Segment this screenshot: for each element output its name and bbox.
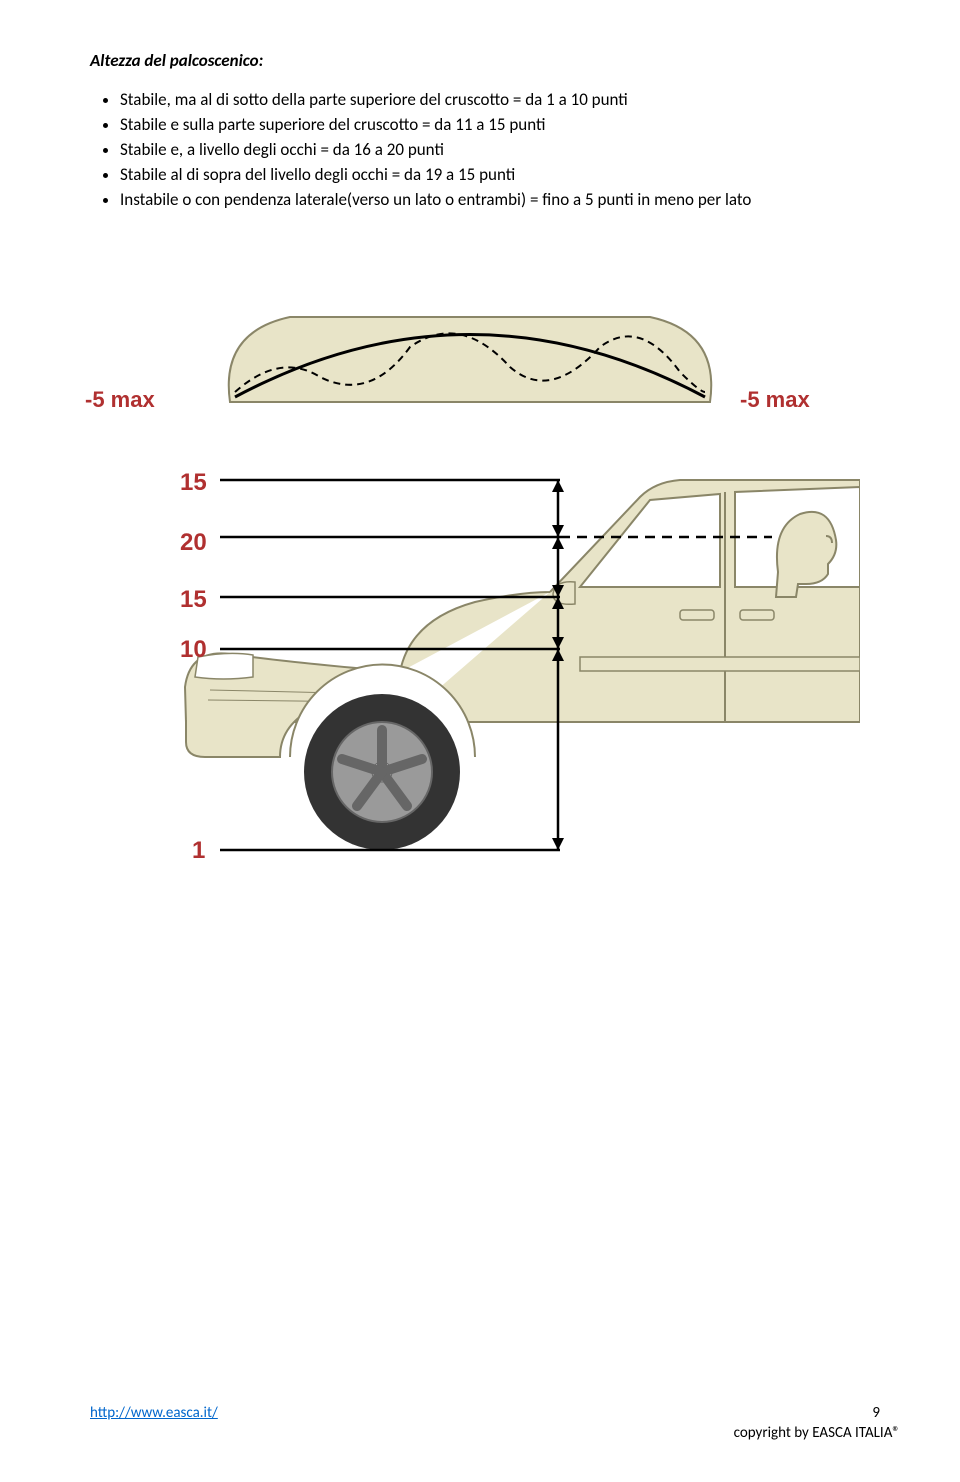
level-label: 15 [180, 469, 207, 496]
car-diagram: -5 max -5 max [80, 292, 840, 937]
level-label: 20 [180, 529, 207, 556]
list-item: Instabile o con pendenza laterale(verso … [120, 189, 870, 212]
level-label: 15 [180, 586, 207, 613]
section-heading: Altezza del palcoscenico: [90, 50, 870, 71]
list-item: Stabile al di sopra del livello degli oc… [120, 164, 870, 187]
copyright-text: copyright by EASCA ITALIA® [734, 1424, 900, 1442]
bullet-list: Stabile, ma al di sotto della parte supe… [120, 89, 870, 212]
page-number: 9 [734, 1404, 880, 1422]
list-item: Stabile, ma al di sotto della parte supe… [120, 89, 870, 112]
windshield-right-label: -5 max [740, 387, 810, 412]
windshield-left-label: -5 max [85, 387, 155, 412]
page-footer: 9 copyright by EASCA ITALIA® http://www.… [90, 1404, 900, 1442]
list-item: Stabile e, a livello degli occhi = da 16… [120, 139, 870, 162]
list-item: Stabile e sulla parte superiore del crus… [120, 114, 870, 137]
level-label: 1 [192, 837, 205, 864]
footer-url[interactable]: http://www.easca.it/ [90, 1404, 218, 1422]
level-label: 10 [180, 636, 207, 663]
